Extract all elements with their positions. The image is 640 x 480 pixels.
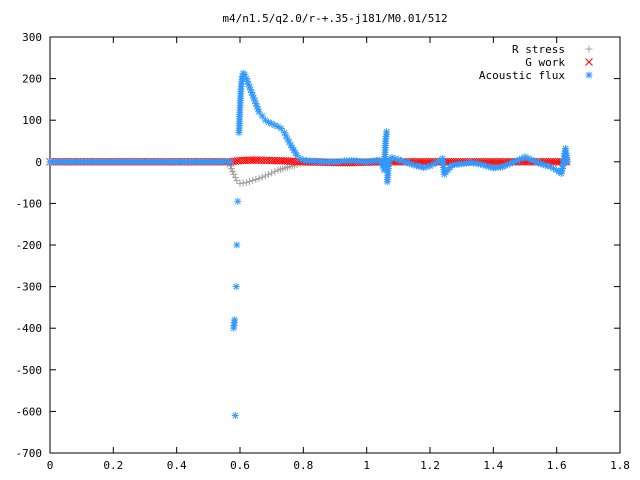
data-point xyxy=(564,158,572,166)
data-point xyxy=(271,121,279,129)
legend-marker xyxy=(585,71,593,79)
data-point xyxy=(231,412,239,420)
data-point xyxy=(255,174,263,182)
x-tick-label: 1.2 xyxy=(420,459,440,472)
x-tick-label: 1.8 xyxy=(610,459,630,472)
data-point xyxy=(277,125,285,133)
data-point xyxy=(242,179,250,187)
y-axis: 300 200 100 0 -100 -200 -300 -400 -500 -600 -700 xyxy=(16,31,620,460)
data-point xyxy=(233,241,241,249)
x-tick-label: 1.6 xyxy=(547,459,567,472)
x-tick-label: 1 xyxy=(363,459,370,472)
legend-label: Acoustic flux xyxy=(479,69,565,82)
data-point xyxy=(271,168,279,176)
data-point xyxy=(233,177,241,185)
y-tick-label: 300 xyxy=(22,31,42,44)
data-point xyxy=(227,158,234,166)
y-tick-label: -200 xyxy=(16,239,43,252)
data-point xyxy=(268,169,276,177)
y-tick-label: -700 xyxy=(16,447,43,460)
x-tick-label: 0.8 xyxy=(293,459,313,472)
data-point xyxy=(261,172,269,180)
data-point xyxy=(282,132,290,140)
data-point xyxy=(383,128,391,136)
data-point xyxy=(230,170,238,178)
plot-area xyxy=(49,36,621,454)
legend-label: R stress xyxy=(512,43,565,56)
y-tick-label: -300 xyxy=(16,281,43,294)
x-tick-label: 0.2 xyxy=(103,459,123,472)
data-point xyxy=(252,175,260,183)
data-point xyxy=(231,173,239,181)
x-tick-label: 0.6 xyxy=(230,459,250,472)
y-tick-label: 200 xyxy=(22,73,42,86)
legend-label: G work xyxy=(525,56,565,69)
x-tick-label: 0.4 xyxy=(167,459,187,472)
data-point xyxy=(234,197,242,205)
chart-title: m4/n1.5/q2.0/r-+.35-j181/M0.01/512 xyxy=(222,12,447,25)
data-point xyxy=(255,108,263,116)
x-tick-label: 0 xyxy=(47,459,54,472)
y-tick-label: 100 xyxy=(22,114,42,127)
data-point xyxy=(265,170,272,178)
data-point xyxy=(534,159,542,167)
legend-marker xyxy=(585,58,593,66)
data-point xyxy=(550,164,557,172)
y-tick-label: -100 xyxy=(16,197,43,210)
data-point xyxy=(258,112,266,120)
y-tick-label: 0 xyxy=(35,156,42,169)
plot-frame xyxy=(49,36,621,454)
data-point xyxy=(249,177,257,185)
data-point xyxy=(232,283,240,291)
series-acoustic-flux xyxy=(46,69,572,420)
y-tick-label: -400 xyxy=(16,322,43,335)
legend-marker xyxy=(585,45,593,53)
x-tick-label: 1.4 xyxy=(483,459,503,472)
x-axis: 0 0.2 0.4 0.6 0.8 1 1.2 1.4 1.6 1.8 xyxy=(47,37,630,472)
data-point xyxy=(258,173,266,181)
data-point xyxy=(231,316,239,324)
y-tick-label: -600 xyxy=(16,405,43,418)
y-tick-label: -500 xyxy=(16,364,43,377)
data-point xyxy=(246,178,253,186)
series-layer xyxy=(46,69,572,420)
